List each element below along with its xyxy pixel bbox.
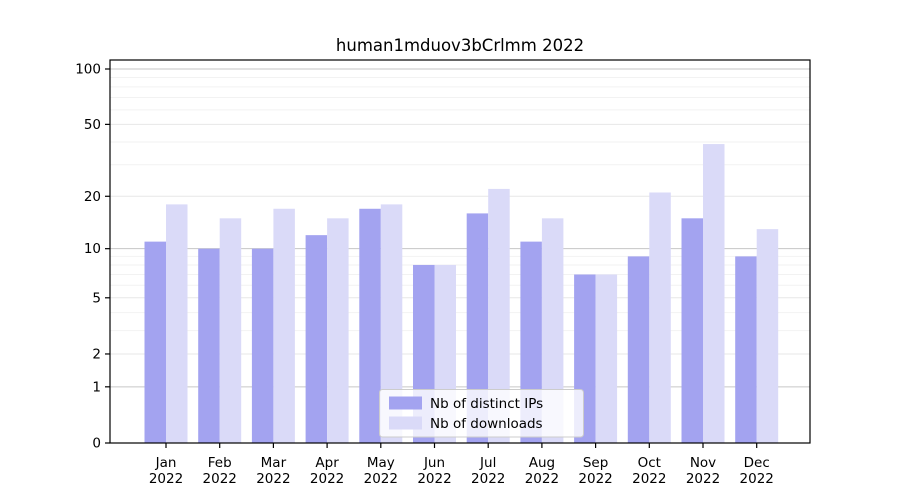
y-tick-label: 0 <box>92 436 101 452</box>
bar-downloads <box>756 229 779 443</box>
x-tick-label: Oct 2022 <box>632 455 666 487</box>
bar-distinct-ips <box>359 208 381 443</box>
x-tick-year: 2022 <box>256 471 290 487</box>
bar-downloads <box>327 218 349 443</box>
x-tick-month: Feb <box>208 455 232 471</box>
bars <box>144 144 779 443</box>
y-axis: 0 1 2 5 10 20 50 100 <box>75 62 110 452</box>
x-tick-month: Apr <box>315 455 339 471</box>
x-tick-label: Apr 2022 <box>310 455 344 487</box>
legend-swatch-downloads <box>389 416 422 430</box>
x-tick-year: 2022 <box>471 471 505 487</box>
x-tick-label: Dec 2022 <box>740 455 774 487</box>
x-tick-month: May <box>367 455 395 471</box>
bar-downloads <box>380 204 403 443</box>
plot-border <box>109 59 811 444</box>
chart-title: human1mduov3bCrlmm 2022 <box>336 36 584 55</box>
bar-distinct-ips <box>251 248 274 443</box>
bar-downloads <box>541 218 564 443</box>
bar-downloads <box>166 204 188 443</box>
legend-label: Nb of distinct IPs <box>430 396 543 412</box>
x-tick-month: Jul <box>479 455 496 471</box>
x-tick-label: Feb 2022 <box>203 455 237 487</box>
legend-swatch-distinct-ips <box>389 396 422 410</box>
bar-downloads <box>488 188 510 443</box>
bar-distinct-ips <box>198 248 220 443</box>
bar-distinct-ips <box>144 241 166 443</box>
x-tick-label: Mar 2022 <box>256 455 290 487</box>
x-tick-label: Nov 2022 <box>686 455 720 487</box>
x-tick-year: 2022 <box>364 471 398 487</box>
bar-distinct-ips <box>681 218 703 443</box>
x-tick-year: 2022 <box>417 471 451 487</box>
x-tick-label: Jun 2022 <box>417 455 451 487</box>
legend: Nb of distinct IPs Nb of downloads <box>379 389 584 438</box>
x-tick-month: Aug <box>529 455 555 471</box>
y-tick-label: 1 <box>92 379 101 395</box>
legend-label: Nb of downloads <box>430 416 543 432</box>
x-tick-label: Jul 2022 <box>471 455 505 487</box>
y-tick-label: 2 <box>92 346 101 362</box>
bar-downloads <box>703 144 725 443</box>
y-tick-label: 100 <box>75 62 101 78</box>
x-tick-year: 2022 <box>578 471 612 487</box>
x-tick-year: 2022 <box>203 471 237 487</box>
bar-downloads <box>649 192 671 443</box>
y-tick-label: 5 <box>92 290 101 306</box>
x-tick-year: 2022 <box>149 471 183 487</box>
x-tick-label: Aug 2022 <box>525 455 559 487</box>
x-tick-label: Jan 2022 <box>149 455 183 487</box>
y-tick-label: 20 <box>84 189 101 205</box>
bar-downloads <box>595 274 618 443</box>
x-tick-year: 2022 <box>686 471 720 487</box>
y-tick-label: 50 <box>84 117 101 133</box>
x-tick-month: Jan <box>155 455 177 471</box>
bar-downloads <box>273 208 295 443</box>
bar-distinct-ips <box>466 213 489 443</box>
x-tick-month: Sep <box>583 455 608 471</box>
x-tick-label: May 2022 <box>364 455 398 487</box>
x-tick-year: 2022 <box>310 471 344 487</box>
x-tick-month: Nov <box>690 455 716 471</box>
bar-distinct-ips <box>305 235 328 443</box>
x-tick-month: Dec <box>744 455 770 471</box>
x-tick-label: Sep 2022 <box>578 455 612 487</box>
bar-distinct-ips <box>627 256 650 443</box>
legend-box <box>379 389 584 438</box>
bar-downloads <box>219 218 242 443</box>
x-tick-month: Jun <box>423 455 445 471</box>
x-tick-year: 2022 <box>525 471 559 487</box>
x-tick-month: Oct <box>638 455 661 471</box>
x-tick-year: 2022 <box>632 471 666 487</box>
x-tick-month: Mar <box>261 455 287 471</box>
bar-distinct-ips <box>735 256 757 443</box>
x-tick-year: 2022 <box>740 471 774 487</box>
y-tick-label: 10 <box>84 241 101 257</box>
